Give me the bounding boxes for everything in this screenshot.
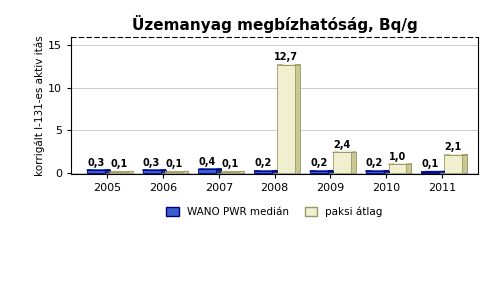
Bar xyxy=(333,152,351,173)
Polygon shape xyxy=(295,172,300,174)
Polygon shape xyxy=(161,170,166,173)
Polygon shape xyxy=(110,172,133,173)
Polygon shape xyxy=(384,171,388,173)
Polygon shape xyxy=(166,173,183,174)
Y-axis label: korrigált I-131-es aktiv itás: korrigált I-131-es aktiv itás xyxy=(35,35,45,176)
Polygon shape xyxy=(422,173,439,174)
Polygon shape xyxy=(183,171,188,173)
Polygon shape xyxy=(406,172,411,174)
Bar xyxy=(87,170,105,173)
Polygon shape xyxy=(239,172,244,174)
Polygon shape xyxy=(87,173,105,174)
Text: 0,4: 0,4 xyxy=(199,157,216,167)
Polygon shape xyxy=(221,172,244,173)
Polygon shape xyxy=(272,171,277,173)
Polygon shape xyxy=(221,173,239,174)
Polygon shape xyxy=(384,172,388,174)
Text: 12,7: 12,7 xyxy=(274,52,298,62)
Text: 0,2: 0,2 xyxy=(310,158,327,168)
Polygon shape xyxy=(444,172,467,173)
Polygon shape xyxy=(310,172,333,173)
Polygon shape xyxy=(128,172,133,174)
Polygon shape xyxy=(366,173,384,174)
Bar xyxy=(142,170,161,173)
Polygon shape xyxy=(128,171,133,173)
Text: 0,1: 0,1 xyxy=(221,159,239,169)
Polygon shape xyxy=(87,172,110,173)
Text: 2,1: 2,1 xyxy=(445,142,462,152)
Polygon shape xyxy=(105,170,110,173)
Polygon shape xyxy=(221,171,244,172)
Polygon shape xyxy=(110,171,133,172)
Polygon shape xyxy=(198,172,221,173)
Legend: WANO PWR medián, paksi átlag: WANO PWR medián, paksi átlag xyxy=(162,202,387,221)
Polygon shape xyxy=(166,171,188,172)
Polygon shape xyxy=(406,164,411,173)
Polygon shape xyxy=(161,172,166,174)
Text: 0,2: 0,2 xyxy=(366,158,383,168)
Polygon shape xyxy=(351,172,355,174)
Bar xyxy=(277,65,295,173)
Bar xyxy=(198,169,216,173)
Bar xyxy=(166,172,183,173)
Polygon shape xyxy=(388,173,406,174)
Polygon shape xyxy=(198,173,216,174)
Polygon shape xyxy=(351,152,355,173)
Polygon shape xyxy=(422,171,444,172)
Polygon shape xyxy=(183,172,188,174)
Text: 2,4: 2,4 xyxy=(333,140,351,150)
Polygon shape xyxy=(333,173,351,174)
Polygon shape xyxy=(110,173,128,174)
Polygon shape xyxy=(142,172,166,173)
Polygon shape xyxy=(439,172,444,174)
Polygon shape xyxy=(328,172,333,174)
Bar xyxy=(422,172,439,173)
Polygon shape xyxy=(105,172,110,174)
Text: 0,2: 0,2 xyxy=(254,158,272,168)
Polygon shape xyxy=(366,172,388,173)
Polygon shape xyxy=(216,172,221,174)
Text: 0,3: 0,3 xyxy=(143,158,160,168)
Polygon shape xyxy=(439,171,444,173)
Text: 1,0: 1,0 xyxy=(389,152,406,162)
Polygon shape xyxy=(444,173,462,174)
Polygon shape xyxy=(239,171,244,173)
Bar xyxy=(310,171,328,173)
Bar xyxy=(388,164,406,173)
Polygon shape xyxy=(328,171,333,173)
Polygon shape xyxy=(216,169,221,173)
Text: 0,3: 0,3 xyxy=(87,158,105,168)
Polygon shape xyxy=(272,172,277,174)
Polygon shape xyxy=(422,172,444,173)
Polygon shape xyxy=(254,172,277,173)
Text: 0,1: 0,1 xyxy=(422,159,439,169)
Bar xyxy=(444,155,462,173)
Polygon shape xyxy=(166,172,188,173)
Polygon shape xyxy=(388,172,411,173)
Polygon shape xyxy=(295,65,300,173)
Title: Üzemanyag megbízhatóság, Bq/g: Üzemanyag megbízhatóság, Bq/g xyxy=(132,15,418,33)
Polygon shape xyxy=(254,173,272,174)
Polygon shape xyxy=(142,173,161,174)
Text: 0,1: 0,1 xyxy=(110,159,127,169)
Bar xyxy=(221,172,239,173)
Polygon shape xyxy=(333,172,355,173)
Polygon shape xyxy=(462,155,467,173)
Polygon shape xyxy=(310,173,328,174)
Polygon shape xyxy=(462,172,467,174)
Polygon shape xyxy=(277,173,295,174)
Bar xyxy=(110,172,128,173)
Bar xyxy=(254,171,272,173)
Text: 0,1: 0,1 xyxy=(166,159,183,169)
Bar xyxy=(366,171,384,173)
Polygon shape xyxy=(277,172,300,173)
